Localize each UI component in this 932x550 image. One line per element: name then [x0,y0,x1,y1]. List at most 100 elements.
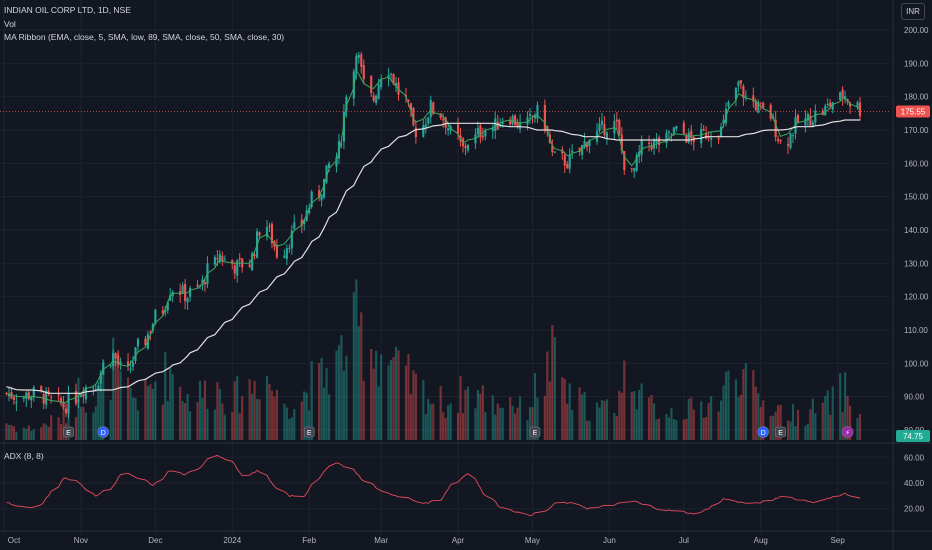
candle-body [149,332,152,334]
volume-legend[interactable]: Vol [4,19,16,29]
adx-legend[interactable]: ADX (8, 8) [4,451,44,461]
price-tick-label: 130.00 [904,259,929,268]
candle-body [727,102,730,107]
volume-bar [258,399,261,440]
candle-body [231,259,234,265]
volume-bar [325,368,328,440]
candle-body [670,134,673,136]
candle-body [501,122,504,124]
time-axis[interactable]: Oct Nov Dec 2024 Feb Mar Apr May Jun Jul Aug Sep [8,536,846,545]
currency-button[interactable]: INR [901,3,925,20]
candle-body [439,113,442,119]
volume-bar [648,397,651,440]
candle-body [27,392,30,400]
candle-body [32,387,35,397]
volume-bar [623,360,626,440]
volume-bar [806,423,809,440]
event-marker-label: E [533,430,538,437]
volume-bar [59,424,63,440]
volume-bar [377,386,380,440]
volume-bar [285,407,288,440]
event-markers[interactable]: E D E E D E ⚡ [63,426,854,438]
candle-body [236,259,239,276]
volume-bar [727,370,730,440]
price-tick-label: 190.00 [904,59,929,68]
candle-body [184,283,187,302]
candle-body [774,119,777,138]
candle-body [757,102,760,113]
candle-body [377,84,380,99]
symbol-title[interactable]: INDIAN OIL CORP LTD, 1D, NSE [4,5,131,15]
volume-bar [32,428,35,440]
candle-body [665,132,668,144]
candle-body [216,258,219,260]
volume-bar [514,413,517,440]
candle-body [583,140,586,147]
volume-bar [707,402,710,440]
volume-bar [769,415,772,440]
price-axis[interactable]: 200.00 190.00 180.00 170.00 160.00 150.00 140.… [896,26,930,514]
volume-bar [752,370,755,440]
candle-body [667,131,671,133]
candle-body [15,401,18,404]
candle-body [258,232,261,236]
volume-bar [620,392,623,440]
price-tick-label: 140.00 [904,226,929,235]
volume-bar [858,413,862,440]
volume-bar [47,426,50,440]
volume-bar [796,409,800,440]
volume-bar [734,379,738,440]
volume-bar [303,391,306,440]
candle-body [444,117,447,128]
volume-bar [762,400,765,440]
candle-body [325,165,328,183]
volume-bar [710,396,713,440]
candle-body [563,155,566,166]
time-tick-label: Mar [374,536,388,545]
time-tick-label: Dec [148,536,162,545]
candle-body [571,150,574,153]
candle-body [112,352,115,366]
candle-body [151,324,154,331]
candle-body [648,142,651,144]
volume-bar [241,396,244,440]
ma-ribbon-legend[interactable]: MA Ribbon (EMA, close, 5, SMA, low, 89, … [4,32,285,42]
volume-bar [184,403,187,440]
volume-bar [499,407,502,440]
candle-body [685,135,688,143]
event-marker-label: D [101,430,106,437]
volume-bar [136,410,140,440]
volume-bar [27,425,30,440]
sma-50-line [6,119,860,394]
candle-body [722,119,725,124]
candle-body [824,105,827,116]
volume-bar [690,397,693,440]
candle-body [543,105,546,130]
candle-body [779,140,782,142]
adx-tick-label: 40.00 [904,479,925,488]
price-tick-label: 160.00 [904,159,929,168]
candle-body [553,151,556,153]
candle-body [50,396,53,398]
volume-bar [112,337,115,440]
candle-body [737,81,740,87]
volume-bar [389,359,393,440]
split-icon [841,426,854,438]
candle-body [672,127,675,134]
volume-bar [687,398,690,440]
volume-bar [134,397,137,440]
candle-body [213,257,216,265]
candle-body [630,168,633,170]
candle-body [615,119,618,122]
volume-bar [345,355,348,440]
volume-bar [131,397,135,440]
volume-bar [270,390,274,440]
candle-body [360,54,363,67]
volume-bar [553,337,556,440]
volume-bar [290,417,293,440]
volume-bar [700,401,703,440]
candle-body [221,255,224,262]
volume-bar [585,420,589,440]
time-tick-label: Apr [452,536,465,545]
